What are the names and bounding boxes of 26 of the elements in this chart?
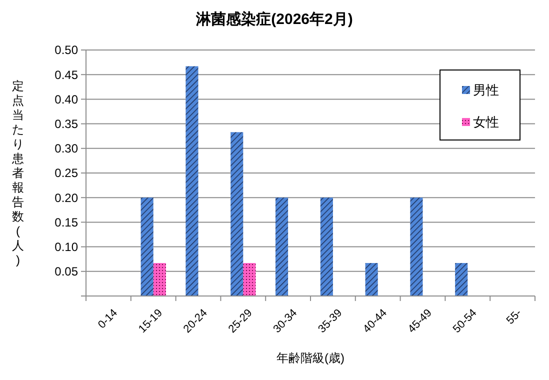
bar bbox=[320, 198, 333, 296]
bar bbox=[455, 263, 468, 296]
bar bbox=[243, 263, 256, 296]
y-tick-label: 0.20 bbox=[54, 190, 78, 205]
y-tick-label: 0.35 bbox=[54, 117, 78, 131]
bar bbox=[275, 198, 288, 296]
x-axis-title: 年齢階級(歳) bbox=[276, 351, 344, 365]
y-tick-label: 0.50 bbox=[54, 43, 78, 58]
bar bbox=[410, 198, 423, 296]
y-tick-label: 0.25 bbox=[54, 166, 78, 180]
y-tick-label: 0.15 bbox=[54, 215, 78, 230]
y-tick-label: 0.05 bbox=[54, 264, 78, 279]
y-tick-label: 0.40 bbox=[54, 92, 78, 106]
y-tick-label: 0.10 bbox=[54, 240, 78, 254]
x-tick-label: 55- bbox=[504, 306, 524, 327]
y-tick-label: 0.45 bbox=[54, 68, 78, 82]
chart-title: 淋菌感染症(2026年2月) bbox=[195, 10, 353, 28]
y-tick-label: 0.30 bbox=[54, 142, 78, 156]
bar bbox=[186, 66, 198, 296]
bar bbox=[153, 263, 166, 296]
bar bbox=[365, 263, 378, 296]
text: 定点当たり患者報告数(人) bbox=[12, 79, 24, 267]
bar bbox=[140, 198, 154, 296]
bar bbox=[230, 132, 244, 296]
legend-label: 女性 bbox=[473, 114, 499, 130]
legend-label: 男性 bbox=[473, 82, 499, 98]
